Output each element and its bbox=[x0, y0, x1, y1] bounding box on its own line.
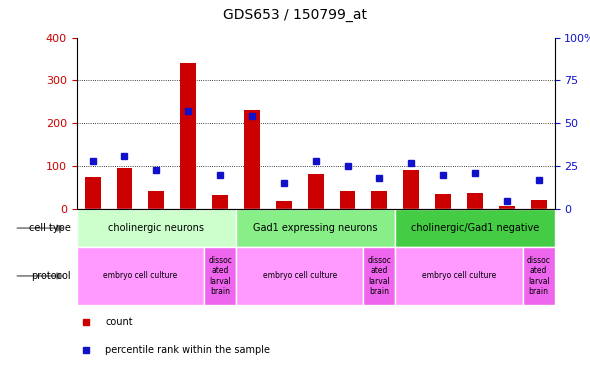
Bar bbox=[117, 168, 132, 209]
Bar bbox=[363, 247, 395, 305]
Bar bbox=[244, 110, 260, 209]
Text: cell type: cell type bbox=[29, 223, 71, 233]
Text: protocol: protocol bbox=[31, 271, 71, 281]
Bar bbox=[395, 247, 523, 305]
Text: percentile rank within the sample: percentile rank within the sample bbox=[106, 345, 270, 355]
Text: embryo cell culture: embryo cell culture bbox=[263, 272, 337, 280]
Bar bbox=[236, 247, 363, 305]
Bar bbox=[435, 194, 451, 209]
Text: count: count bbox=[106, 317, 133, 327]
Bar bbox=[372, 191, 388, 209]
Text: dissoc
ated
larval
brain: dissoc ated larval brain bbox=[368, 256, 391, 296]
Bar bbox=[181, 63, 196, 209]
Text: Gad1 expressing neurons: Gad1 expressing neurons bbox=[253, 223, 378, 233]
Text: cholinergic/Gad1 negative: cholinergic/Gad1 negative bbox=[411, 223, 539, 233]
Bar bbox=[499, 206, 514, 209]
Bar bbox=[467, 193, 483, 209]
Bar bbox=[212, 195, 228, 209]
Bar bbox=[308, 174, 323, 209]
Bar bbox=[531, 200, 546, 209]
Bar bbox=[149, 191, 164, 209]
Bar bbox=[395, 209, 555, 247]
Bar bbox=[276, 201, 292, 209]
Text: embryo cell culture: embryo cell culture bbox=[422, 272, 496, 280]
Text: GDS653 / 150799_at: GDS653 / 150799_at bbox=[223, 9, 367, 22]
Bar bbox=[236, 209, 395, 247]
Text: embryo cell culture: embryo cell culture bbox=[103, 272, 178, 280]
Bar bbox=[77, 247, 204, 305]
Bar bbox=[340, 191, 355, 209]
Text: dissoc
ated
larval
brain: dissoc ated larval brain bbox=[527, 256, 550, 296]
Text: cholinergic neurons: cholinergic neurons bbox=[109, 223, 204, 233]
Bar bbox=[404, 171, 419, 209]
Bar bbox=[523, 247, 555, 305]
Bar bbox=[85, 177, 100, 209]
Text: dissoc
ated
larval
brain: dissoc ated larval brain bbox=[208, 256, 232, 296]
Bar bbox=[204, 247, 236, 305]
Bar bbox=[77, 209, 236, 247]
